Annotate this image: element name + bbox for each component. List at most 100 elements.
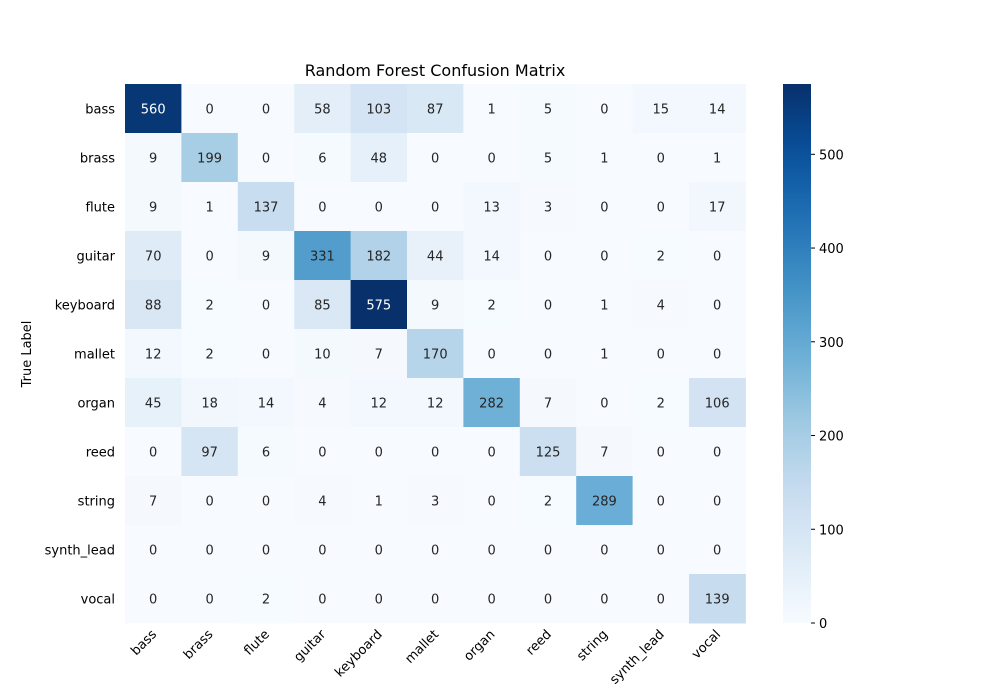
heatmap-cell xyxy=(294,84,352,134)
cell-value-label: 0 xyxy=(657,495,665,510)
chart-title: Random Forest Confusion Matrix xyxy=(305,61,566,80)
heatmap-cell xyxy=(576,378,634,428)
cell-value-label: 0 xyxy=(431,446,439,461)
heatmap-cell xyxy=(407,231,464,281)
cell-value-label: 0 xyxy=(205,593,213,608)
cell-value-label: 1 xyxy=(600,299,608,314)
cell-value-label: 0 xyxy=(262,544,270,559)
heatmap-cell xyxy=(237,84,295,134)
x-tick-label: string xyxy=(574,627,611,664)
heatmap-cell xyxy=(125,280,182,330)
cell-value-label: 10 xyxy=(314,348,331,363)
heatmap-cell xyxy=(632,133,690,183)
cell-value-label: 2 xyxy=(205,299,213,314)
heatmap-cell xyxy=(125,329,182,379)
heatmap-cell xyxy=(125,84,182,134)
heatmap-cell xyxy=(181,329,239,379)
cell-value-label: 0 xyxy=(600,201,608,216)
cell-value-label: 1 xyxy=(205,201,213,216)
cell-value-label: 182 xyxy=(366,250,391,265)
heatmap-cell xyxy=(519,476,577,526)
cell-value-label: 4 xyxy=(318,495,326,510)
cell-value-label: 58 xyxy=(314,103,331,118)
cell-value-label: 9 xyxy=(149,201,157,216)
heatmap-cell xyxy=(689,525,746,575)
heatmap-cell xyxy=(407,378,464,428)
heatmap-cell xyxy=(632,378,690,428)
cell-value-label: 44 xyxy=(427,250,444,265)
heatmap-cell xyxy=(689,329,746,379)
cell-value-label: 3 xyxy=(544,201,552,216)
colorbar-tick-label: 200 xyxy=(819,430,844,445)
cell-value-label: 0 xyxy=(431,152,439,167)
cell-value-label: 88 xyxy=(145,299,162,314)
heatmap-cell xyxy=(689,133,746,183)
y-tick-label: bass xyxy=(85,103,115,118)
heatmap-cell xyxy=(294,280,352,330)
heatmap-cell xyxy=(237,182,295,232)
heatmap-cell xyxy=(237,427,295,477)
cell-value-label: 17 xyxy=(709,201,726,216)
cell-value-label: 0 xyxy=(318,446,326,461)
colorbar-tick-label: 100 xyxy=(819,523,844,538)
heatmap-cell xyxy=(350,231,408,281)
cell-value-label: 18 xyxy=(201,397,218,412)
cell-value-label: 106 xyxy=(705,397,730,412)
y-tick-label: organ xyxy=(77,397,115,412)
heatmap-cell xyxy=(689,280,746,330)
heatmap-cell xyxy=(350,329,408,379)
cell-value-label: 0 xyxy=(318,593,326,608)
x-tick-label: bass xyxy=(128,627,160,659)
cell-value-label: 2 xyxy=(262,593,270,608)
heatmap-cell xyxy=(237,329,295,379)
heatmap-cell xyxy=(576,280,634,330)
heatmap-cell xyxy=(181,427,239,477)
cell-value-label: 137 xyxy=(254,201,279,216)
heatmap-cell xyxy=(632,280,690,330)
cell-value-label: 7 xyxy=(149,495,157,510)
heatmap-cell xyxy=(632,525,690,575)
heatmap-cell xyxy=(463,329,521,379)
cell-value-label: 97 xyxy=(201,446,218,461)
cell-value-label: 0 xyxy=(262,152,270,167)
heatmap-cell xyxy=(407,427,464,477)
x-tick-label: synth_lead xyxy=(607,627,667,687)
cell-value-label: 7 xyxy=(544,397,552,412)
heatmap-cell xyxy=(237,476,295,526)
cell-value-label: 0 xyxy=(318,544,326,559)
cell-value-label: 14 xyxy=(258,397,275,412)
heatmap-cell xyxy=(350,182,408,232)
heatmap-cell xyxy=(576,427,634,477)
heatmap-cell xyxy=(294,525,352,575)
heatmap-cell xyxy=(407,133,464,183)
heatmap-cell xyxy=(463,525,521,575)
cell-value-label: 0 xyxy=(431,544,439,559)
heatmap-cell xyxy=(181,133,239,183)
x-tick-labels: bass brass flute guitar keyboard mallet organ r… xyxy=(128,627,724,688)
heatmap-cell xyxy=(294,133,352,183)
cell-value-label: 560 xyxy=(141,103,166,118)
cell-value-label: 0 xyxy=(487,348,495,363)
cell-value-label: 1 xyxy=(600,348,608,363)
heatmap-cell xyxy=(519,329,577,379)
cell-value-label: 0 xyxy=(262,299,270,314)
heatmap-cell xyxy=(181,280,239,330)
cell-value-label: 15 xyxy=(653,103,670,118)
cell-value-label: 0 xyxy=(544,593,552,608)
cell-value-label: 14 xyxy=(709,103,726,118)
heatmap-cell xyxy=(294,476,352,526)
cell-value-label: 0 xyxy=(375,544,383,559)
y-tick-label: synth_lead xyxy=(45,544,115,559)
cell-value-label: 0 xyxy=(657,152,665,167)
cell-value-label: 0 xyxy=(375,593,383,608)
heatmap-cell xyxy=(576,133,634,183)
cell-value-label: 199 xyxy=(197,152,222,167)
heatmap-cell xyxy=(519,525,577,575)
cell-value-label: 0 xyxy=(487,152,495,167)
cell-value-label: 0 xyxy=(487,593,495,608)
cell-value-label: 7 xyxy=(600,446,608,461)
colorbar-tick-label: 500 xyxy=(819,148,844,163)
heatmap-cell xyxy=(463,427,521,477)
heatmap-cell xyxy=(689,182,746,232)
